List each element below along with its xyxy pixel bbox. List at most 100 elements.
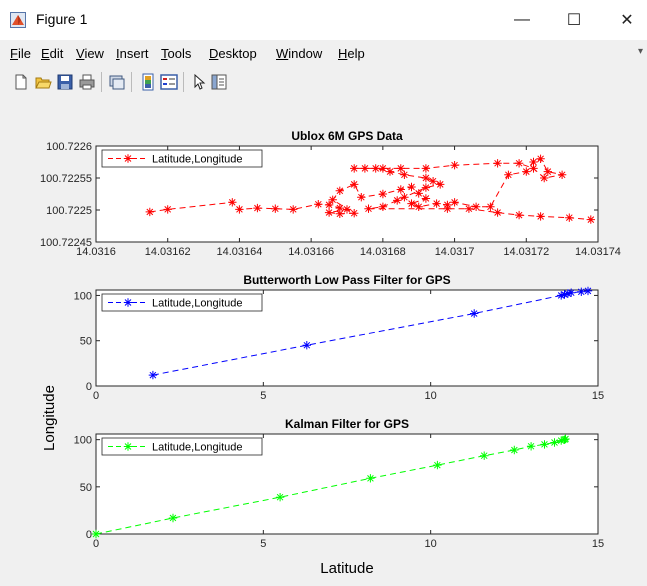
butterworth-data-point xyxy=(567,288,576,297)
shared-xlabel: Latitude xyxy=(320,560,373,577)
minimize-button[interactable]: — xyxy=(502,8,542,32)
toolbar-separator xyxy=(183,72,184,92)
minimize-icon: — xyxy=(514,11,530,28)
butterworth-data-point xyxy=(577,287,586,296)
raw-gps-data-point xyxy=(540,173,549,183)
x-tick-label: 14.03162 xyxy=(145,246,191,258)
raw-gps-data-point xyxy=(335,209,344,218)
x-tick-label: 0 xyxy=(93,538,99,550)
window-title: Figure 1 xyxy=(36,11,88,27)
butterworth-data-point xyxy=(563,289,573,298)
menu-file[interactable]: File xyxy=(10,46,31,61)
shared-ylabel: Longitude xyxy=(41,385,58,451)
y-tick-label: 100 xyxy=(74,290,92,302)
raw-gps-data-point xyxy=(486,202,495,211)
raw-gps-data-point xyxy=(335,186,344,195)
kalman-data-point xyxy=(91,529,101,539)
property-editor-icon[interactable] xyxy=(210,73,228,91)
raw-gps-data-point xyxy=(289,205,298,214)
save-icon[interactable] xyxy=(56,73,74,91)
menu-edit[interactable]: Edit xyxy=(41,46,64,61)
raw-gps-data-point xyxy=(378,202,388,211)
menu-help[interactable]: Help xyxy=(338,46,365,61)
raw-gps-data-point xyxy=(536,154,545,163)
toolbar-separator xyxy=(131,72,132,92)
link-plot-icon[interactable] xyxy=(108,73,126,91)
x-tick-label: 10 xyxy=(425,538,437,550)
raw-gps-data-point xyxy=(522,167,531,176)
raw-gps-data-point xyxy=(514,210,524,220)
butterworth-data-point xyxy=(583,286,593,296)
new-figure-icon[interactable] xyxy=(12,73,30,91)
menu-window[interactable]: Window xyxy=(276,46,323,61)
raw-gps-data-point xyxy=(436,180,445,189)
butterworth-data-point xyxy=(470,309,479,318)
raw-gps-data-point xyxy=(421,173,431,183)
title-bar[interactable]: Figure 1 — ☐ ✕ xyxy=(0,0,647,40)
menu-tools[interactable]: Tools xyxy=(161,46,192,61)
raw-gps-data-point xyxy=(529,157,538,167)
x-tick-label: 5 xyxy=(260,538,266,550)
raw-gps-data-point xyxy=(385,167,395,176)
raw-gps-data-point xyxy=(378,189,388,199)
raw-gps-axes: Ublox 6M GPS Data 14.0316 14.03162 14.03164… xyxy=(40,129,621,258)
kalman-data-point xyxy=(168,513,178,523)
raw-gps-data-point xyxy=(350,180,359,189)
menu-bar: File Edit View Insert Tools Desktop Wind… xyxy=(0,40,647,66)
raw-gps-data-point xyxy=(421,164,431,173)
insert-legend-icon[interactable] xyxy=(160,73,178,91)
butterworth-legend-box xyxy=(101,293,263,312)
y-tick-label: 0 xyxy=(86,381,92,393)
raw-gps-data-point xyxy=(543,167,552,176)
x-tick-label: 15 xyxy=(592,538,604,550)
maximize-button[interactable]: ☐ xyxy=(554,8,594,32)
raw-gps-data-point xyxy=(342,205,352,214)
raw-gps-data-point xyxy=(364,204,373,213)
menu-insert[interactable]: Insert xyxy=(116,46,149,61)
x-tick-label: 14.0316 xyxy=(76,246,116,258)
raw-gps-data-point xyxy=(471,202,481,211)
kalman-axes: Kalman Filter for GPS 0 5 10 15 0 50 100 Latitud… xyxy=(74,417,604,550)
raw-gps-data-point xyxy=(400,170,409,179)
menu-view[interactable]: View xyxy=(76,46,104,61)
butterworth-data-point xyxy=(557,291,566,300)
x-tick-label: 0 xyxy=(93,390,99,402)
kalman-data-point xyxy=(480,451,489,460)
x-tick-label: 14.0317 xyxy=(435,246,475,258)
raw-gps-data-point xyxy=(228,198,237,207)
open-file-icon[interactable] xyxy=(34,73,52,91)
raw-gps-data-point xyxy=(400,193,409,202)
butterworth-title: Butterworth Low Pass Filter for GPS xyxy=(243,273,450,287)
raw-gps-data-point xyxy=(557,170,567,179)
raw-gps-data-point xyxy=(393,196,402,205)
x-tick-label: 14.03168 xyxy=(360,246,406,258)
maximize-icon: ☐ xyxy=(566,12,582,29)
kalman-data-point xyxy=(550,438,559,447)
menu-overflow-icon[interactable]: ▾ xyxy=(637,46,643,57)
raw-gps-data-point xyxy=(407,182,416,192)
close-icon: ✕ xyxy=(620,12,634,29)
close-button[interactable]: ✕ xyxy=(607,8,647,32)
raw-gps-data-point xyxy=(378,164,388,173)
raw-gps-data-point xyxy=(414,202,423,211)
raw-gps-data-point xyxy=(586,215,595,224)
x-tick-label: 5 xyxy=(260,390,266,402)
menu-desktop[interactable]: Desktop xyxy=(209,46,257,61)
raw-gps-data-point xyxy=(324,200,334,210)
butterworth-data-point xyxy=(302,341,311,350)
y-tick-label: 50 xyxy=(80,336,92,348)
raw-gps-data-point xyxy=(504,170,513,179)
print-icon[interactable] xyxy=(78,73,96,91)
raw-gps-data-point xyxy=(235,205,244,214)
raw-gps-data-point xyxy=(428,177,438,186)
x-tick-label: 14.03166 xyxy=(288,246,334,258)
x-tick-label: 10 xyxy=(425,390,437,402)
raw-gps-data-point xyxy=(350,164,359,173)
kalman-title: Kalman Filter for GPS xyxy=(285,417,409,431)
raw-gps-legend-label: Latitude,Longitude xyxy=(152,154,243,166)
insert-colorbar-icon[interactable] xyxy=(139,73,157,91)
butterworth-data-point xyxy=(148,370,158,380)
edit-plot-arrow-icon[interactable] xyxy=(190,73,208,91)
raw-gps-data-point xyxy=(450,198,459,207)
